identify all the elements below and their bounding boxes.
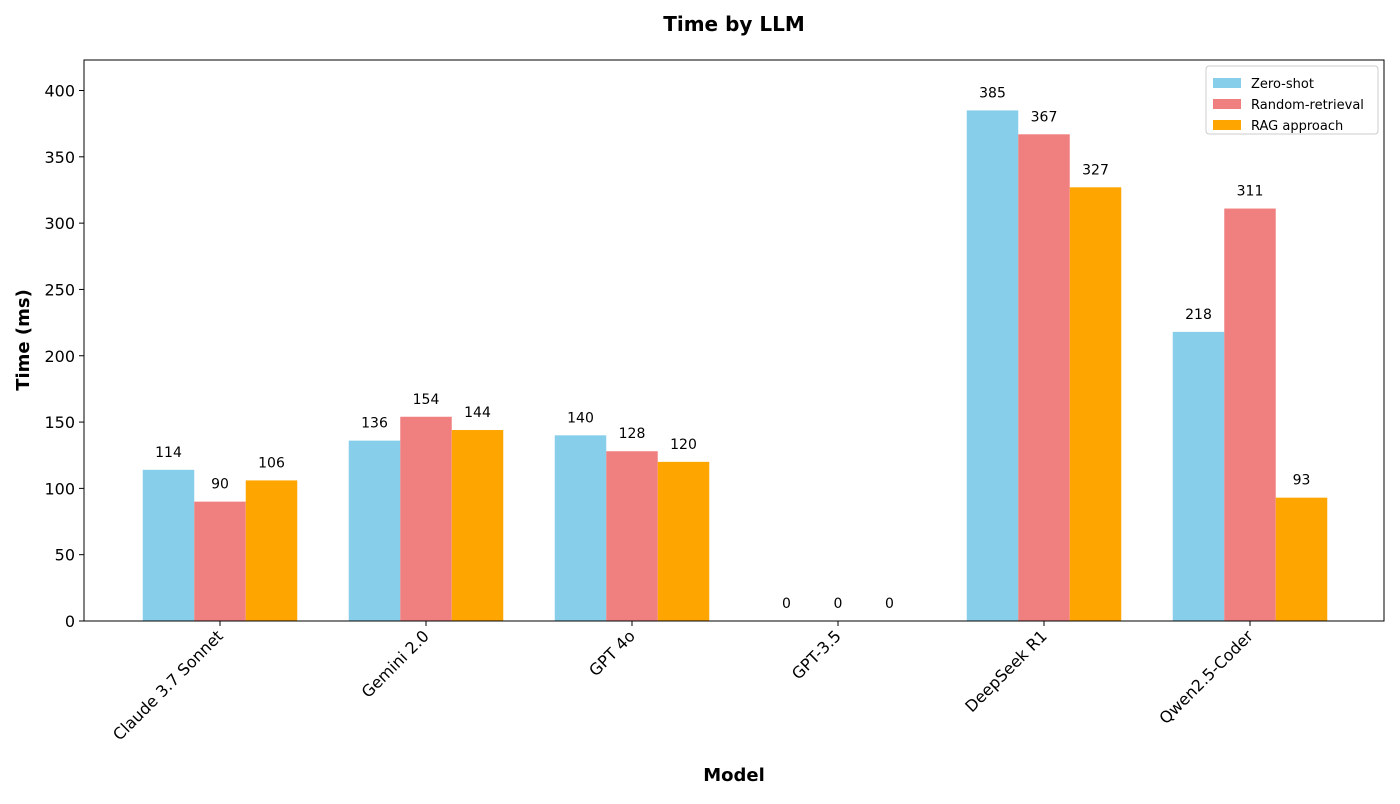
legend-swatch bbox=[1213, 120, 1241, 130]
data-label: 128 bbox=[619, 426, 646, 442]
y-tick-label: 400 bbox=[44, 82, 75, 101]
bar bbox=[348, 440, 401, 621]
y-tick-label: 0 bbox=[65, 612, 75, 631]
x-tick-label: DeepSeek R1 bbox=[961, 626, 1051, 716]
data-label: 0 bbox=[782, 596, 791, 612]
y-tick-label: 50 bbox=[55, 546, 75, 565]
data-label: 311 bbox=[1237, 184, 1264, 200]
data-label: 120 bbox=[670, 437, 697, 453]
y-tick-label: 250 bbox=[44, 280, 75, 299]
data-labels-layer: 114 90 106 136 154 144 140 128 120 0 0 0 385 367 327 21… bbox=[155, 85, 1310, 612]
legend-swatch bbox=[1213, 99, 1241, 109]
x-tick-label: Gemini 2.0 bbox=[358, 626, 433, 701]
data-label: 140 bbox=[567, 410, 594, 426]
x-tick-label: GPT-3.5 bbox=[788, 626, 845, 683]
y-tick-label: 350 bbox=[44, 148, 75, 167]
data-label: 0 bbox=[834, 596, 843, 612]
bar bbox=[606, 451, 658, 621]
x-tick-label: Qwen2.5-Coder bbox=[1155, 626, 1257, 728]
bar bbox=[400, 416, 452, 621]
data-label: 385 bbox=[979, 85, 1006, 101]
data-label: 144 bbox=[464, 405, 491, 421]
bar bbox=[1018, 134, 1070, 621]
legend-label: Zero-shot bbox=[1251, 77, 1314, 92]
y-tick-label: 100 bbox=[44, 479, 75, 498]
bar bbox=[1069, 187, 1122, 621]
data-label: 136 bbox=[361, 416, 388, 432]
bar bbox=[1172, 331, 1225, 621]
bars-layer bbox=[142, 110, 1328, 622]
y-tick-label: 150 bbox=[44, 413, 75, 432]
bar bbox=[451, 430, 504, 621]
y-tick-label: 300 bbox=[44, 214, 75, 233]
bar bbox=[966, 110, 1019, 622]
x-tick-label: GPT 4o bbox=[585, 626, 639, 680]
data-label: 154 bbox=[413, 392, 440, 408]
chart-title: Time by LLM bbox=[663, 12, 805, 36]
y-axis-ticks: 0 50 100 150 200 250 300 350 400 bbox=[44, 82, 84, 631]
plot-frame bbox=[83, 59, 1385, 622]
bar bbox=[194, 501, 246, 621]
x-tick-label: Claude 3.7 Sonnet bbox=[109, 626, 227, 744]
legend-swatch bbox=[1213, 78, 1241, 88]
y-axis-label: Time (ms) bbox=[13, 289, 34, 391]
bar bbox=[657, 461, 710, 621]
x-axis-ticks: Claude 3.7 Sonnet Gemini 2.0 GPT 4o GPT-3.5… bbox=[109, 621, 1257, 744]
data-label: 218 bbox=[1185, 307, 1212, 323]
x-axis-label: Model bbox=[703, 765, 765, 786]
legend: Zero-shot Random-retrieval RAG approach bbox=[1205, 65, 1379, 135]
data-label: 367 bbox=[1031, 109, 1058, 125]
bar bbox=[1224, 208, 1276, 621]
bar bbox=[245, 480, 298, 621]
bar bbox=[554, 435, 607, 621]
legend-label: RAG approach bbox=[1251, 119, 1343, 134]
bar bbox=[1275, 497, 1328, 621]
bar bbox=[142, 469, 195, 621]
data-label: 106 bbox=[258, 455, 285, 471]
data-label: 90 bbox=[211, 477, 229, 493]
data-label: 114 bbox=[155, 445, 182, 461]
y-tick-label: 200 bbox=[44, 347, 75, 366]
data-label: 93 bbox=[1293, 473, 1311, 489]
legend-frame bbox=[1205, 65, 1379, 135]
data-label: 0 bbox=[885, 596, 894, 612]
legend-label: Random-retrieval bbox=[1251, 98, 1364, 113]
data-label: 327 bbox=[1082, 162, 1109, 178]
